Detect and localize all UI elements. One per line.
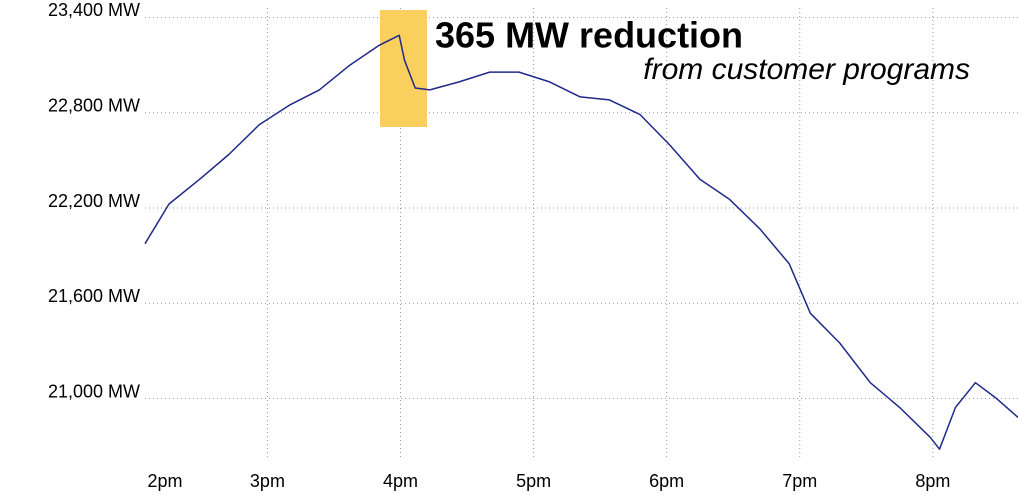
x-tick-label: 4pm: [383, 471, 418, 491]
x-tick-label: 5pm: [516, 471, 551, 491]
x-tick-label: 6pm: [649, 471, 684, 491]
x-tick-label: 2pm: [147, 471, 182, 491]
y-tick-label: 22,200 MW: [48, 191, 140, 211]
line-layer: [144, 34, 1018, 450]
x-tick-label: 3pm: [250, 471, 285, 491]
x-tick-label: 7pm: [782, 471, 817, 491]
annotation: 365 MW reduction: [435, 15, 743, 56]
grid-layer: [145, 8, 1018, 458]
y-tick-label: 21,000 MW: [48, 381, 140, 401]
highlight-box: [380, 10, 427, 127]
x-tick-label: 8pm: [915, 471, 950, 491]
data-line: [144, 34, 1018, 450]
y-tick-label: 21,600 MW: [48, 286, 140, 306]
y-tick-label: 23,400 MW: [48, 0, 140, 20]
y-tick-label: 22,800 MW: [48, 95, 140, 115]
annotation-subtitle: from customer programs: [643, 53, 970, 86]
